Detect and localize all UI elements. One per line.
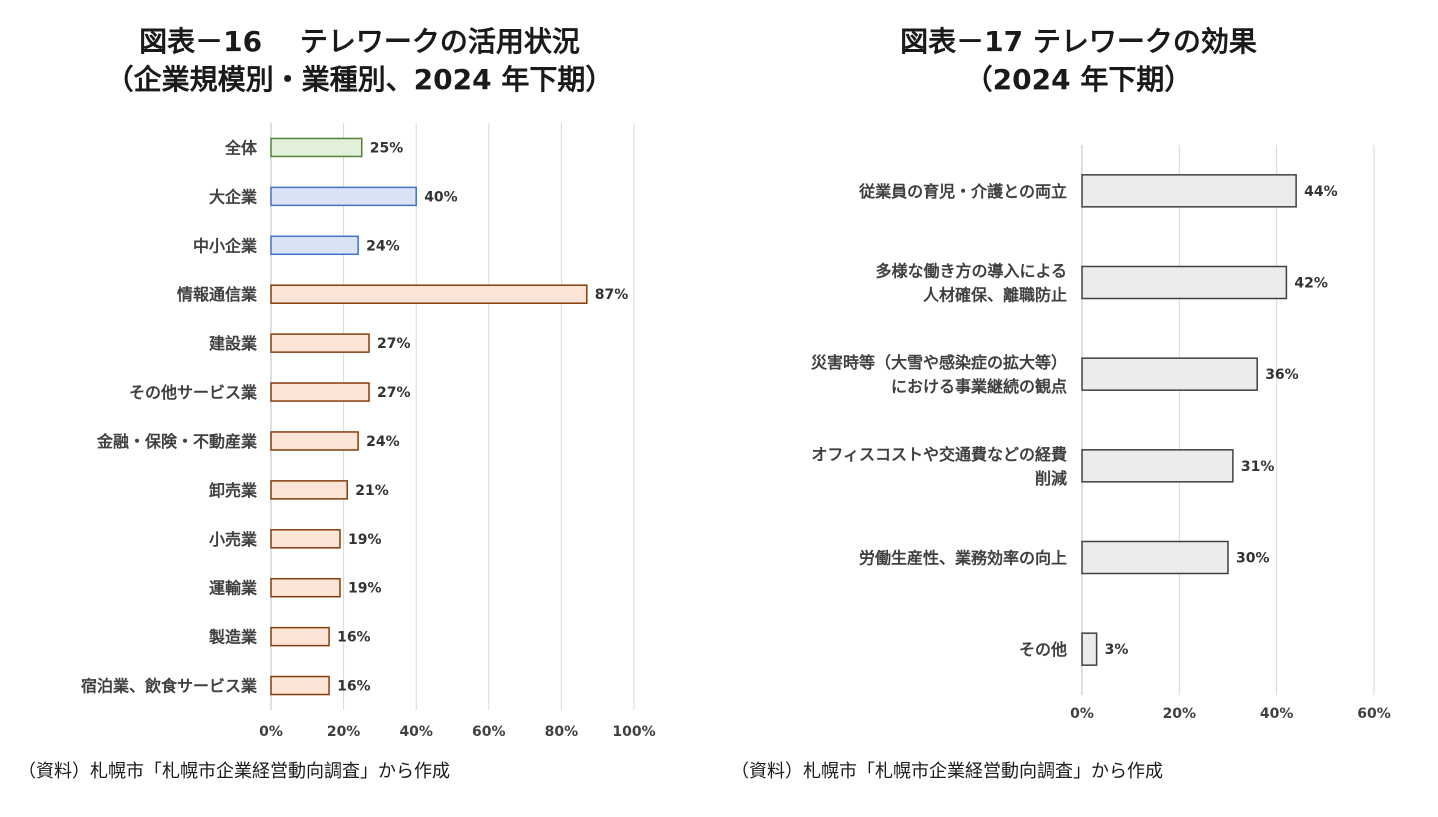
bar xyxy=(270,284,588,304)
x-tick-label: 0% xyxy=(259,724,283,740)
right-source-note: （資料）札幌市「札幌市企業経営動向調査」から作成 xyxy=(731,761,1163,782)
category-label: 多様な働き方の導入による人材確保、離職防止 xyxy=(875,262,1067,305)
right-panel: 図表－17 テレワークの効果 （2024 年下期） 0% 20% 40% 60% 44%… xyxy=(719,0,1438,817)
category-label: 卸売業 xyxy=(209,481,258,500)
x-tick-label: 20% xyxy=(327,724,361,740)
bar xyxy=(270,382,370,402)
category-label: 建設業 xyxy=(209,334,258,353)
bar xyxy=(1081,174,1297,208)
bar xyxy=(270,333,370,353)
x-tick-label: 60% xyxy=(1357,706,1391,722)
category-label: 運輸業 xyxy=(209,579,258,598)
x-tick-label: 40% xyxy=(399,724,433,740)
data-label: 44% xyxy=(1304,184,1338,200)
data-label: 31% xyxy=(1241,459,1275,475)
telework-effects-chart: 0% 20% 40% 60% 44% 従業員の育児・介護との両立 42% 多様な働き方の導入に… xyxy=(811,145,1391,722)
x-tick-label: 60% xyxy=(472,724,506,740)
data-label: 16% xyxy=(337,679,371,695)
data-label: 42% xyxy=(1294,276,1328,292)
data-label: 30% xyxy=(1236,551,1270,567)
bar xyxy=(270,626,330,647)
data-label: 25% xyxy=(370,140,404,156)
left-panel: 図表－16 テレワークの活用状況 （企業規模別・業種別、2024 年下期） 0%… xyxy=(18,25,656,782)
x-tick-label: 80% xyxy=(545,724,579,740)
data-label: 24% xyxy=(366,238,400,254)
bar xyxy=(1081,357,1258,391)
category-label: 宿泊業、飲食サービス業 xyxy=(81,677,258,696)
data-label: 40% xyxy=(424,189,458,205)
category-label: 小売業 xyxy=(209,530,258,549)
bar xyxy=(1081,449,1234,483)
x-tick-label: 100% xyxy=(612,724,655,740)
data-label: 16% xyxy=(337,630,371,646)
left-source-note: （資料）札幌市「札幌市企業経営動向調査」から作成 xyxy=(18,761,450,782)
right-title-line2: （2024 年下期） xyxy=(964,63,1193,96)
data-label: 19% xyxy=(348,532,382,548)
x-tick-label: 20% xyxy=(1163,706,1197,722)
category-label: 金融・保険・不動産業 xyxy=(96,432,258,451)
left-title-line1: 図表－16 テレワークの活用状況 xyxy=(139,25,580,58)
telework-usage-chart: 0% 20% 40% 60% 80% 100% 25% 全体 40% 大企業 24% 中小企業 87% 情… xyxy=(81,123,656,740)
category-label: その他 xyxy=(1019,640,1067,659)
category-label: オフィスコストや交通費などの経費削減 xyxy=(811,445,1067,488)
category-label: 災害時等（大雪や感染症の拡大等）における事業継続の観点 xyxy=(811,353,1067,396)
data-label: 21% xyxy=(355,483,389,499)
data-label: 3% xyxy=(1105,642,1129,658)
bar xyxy=(270,431,359,451)
category-label: 製造業 xyxy=(208,628,258,647)
bar xyxy=(1081,540,1229,575)
bar xyxy=(1081,632,1098,666)
bar xyxy=(1081,265,1288,300)
data-label: 87% xyxy=(595,287,629,303)
category-label: 従業員の育児・介護との両立 xyxy=(858,182,1067,201)
category-label: 情報通信業 xyxy=(177,285,258,304)
data-label: 19% xyxy=(348,581,382,597)
data-label: 27% xyxy=(377,385,411,401)
x-tick-label: 0% xyxy=(1070,706,1094,722)
category-label: その他サービス業 xyxy=(129,383,258,402)
bar xyxy=(270,235,359,256)
bar xyxy=(270,137,363,158)
data-label: 27% xyxy=(377,336,411,352)
category-label: 全体 xyxy=(224,138,258,157)
data-label: 24% xyxy=(366,434,400,450)
bar xyxy=(270,577,341,598)
left-title-line2: （企業規模別・業種別、2024 年下期） xyxy=(105,63,614,96)
data-label: 36% xyxy=(1265,367,1299,383)
bar xyxy=(270,675,330,696)
x-tick-label: 40% xyxy=(1260,706,1294,722)
right-title-line1: 図表－17 テレワークの効果 xyxy=(900,25,1257,58)
category-label: 中小企業 xyxy=(193,236,258,255)
category-label: 労働生産性、業務効率の向上 xyxy=(859,549,1067,568)
bar xyxy=(270,529,341,549)
bar xyxy=(270,480,348,500)
category-label: 大企業 xyxy=(209,187,258,206)
bar xyxy=(270,186,417,207)
